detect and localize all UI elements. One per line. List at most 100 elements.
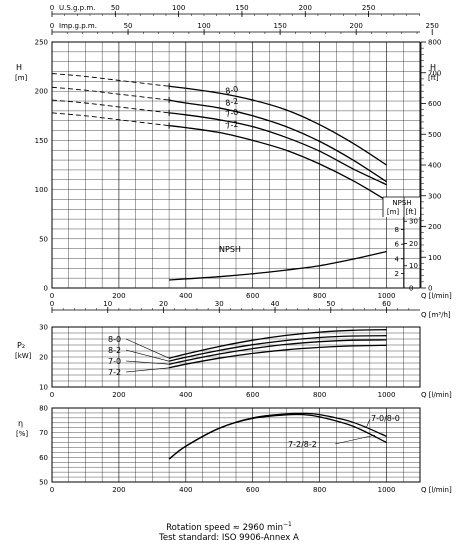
usgpm-tick-label: 250 (362, 4, 375, 12)
power-axis-label: P₂ (17, 341, 25, 350)
efficiency-series-label-7-0/8-0: 7-0/8-0 (371, 414, 400, 423)
head-ft-tick-label: 0 (428, 285, 432, 293)
npsh-curve-label: NPSH (219, 245, 241, 254)
rotation-speed-unit-exponent: −1 (282, 521, 292, 528)
efficiency-curve-7-2/8-2 (168, 413, 387, 460)
head-q-lmin-tick-label: 1000 (378, 292, 396, 300)
npsh-m-tick-label: 4 (395, 255, 400, 263)
power-series-leader (125, 367, 170, 373)
power-axis-unit: [kW] (15, 352, 32, 360)
m3h-tick-label: 20 (159, 300, 168, 308)
efficiency-series-label-7-2/8-2: 7-2/8-2 (288, 440, 317, 449)
plot-frame (51, 326, 421, 388)
head-ft-axis-unit: [ft] (428, 74, 439, 82)
npsh-ft-tick-label: 30 (409, 218, 418, 226)
head-ft-axis-label: H (430, 63, 436, 72)
head-q-lmin-tick-label: 400 (179, 292, 192, 300)
npsh-m-tick-label: 6 (395, 241, 400, 249)
rotation-speed-label: Rotation speed ≈ 2960 min (166, 522, 283, 533)
npsh-m-tick-label: 2 (395, 270, 399, 278)
power-series-leader (125, 349, 170, 362)
impgpm-tick-label: 200 (349, 22, 362, 30)
usgpm-tick-label: 0 (50, 4, 54, 12)
efficiency-series-leader (366, 418, 371, 428)
head-ft-tick-label: 700 (428, 69, 441, 77)
impgpm-tick-label: 250 (426, 22, 439, 30)
npsh-curve (169, 250, 387, 281)
impgpm-tick-label: 0 (50, 22, 54, 30)
head-q-lmin-axis-label: Q [l/min] (421, 292, 452, 300)
head-series-label-8-2: 8-2 (225, 96, 240, 108)
head-ft-tick-label: 100 (428, 254, 441, 262)
efficiency-axis-unit: [%] (16, 430, 28, 438)
head-ft-tick-label: 400 (428, 162, 441, 170)
usgpm-tick-label: 50 (111, 4, 120, 12)
head-curve-dashed-8-0 (51, 73, 170, 87)
head-ft-tick-label: 800 (428, 39, 441, 47)
head-curve-dashed-7-2 (51, 112, 170, 127)
usgpm-tick-label: 200 (299, 4, 312, 12)
m3h-axis-label: Q [m³/h] (421, 311, 451, 319)
power-curve-7-0 (168, 339, 387, 365)
npsh-ft-unit: [ft] (406, 208, 417, 216)
power-series-label-7-0: 7-0 (108, 357, 121, 366)
npsh-axis-label: NPSH (392, 199, 411, 207)
power-q-tick-label: 400 (179, 391, 192, 399)
head-ft-tick-label: 300 (428, 192, 441, 200)
power-curve-8-2 (168, 335, 387, 362)
power-q-tick-label: 600 (246, 391, 259, 399)
power-tick-label: 10 (39, 384, 48, 392)
head-m-axis-unit: [m] (15, 74, 28, 82)
m3h-tick-label: 0 (50, 300, 54, 308)
head-series-label-7-2: 7-2 (225, 119, 240, 131)
efficiency-tick-label: 80 (39, 405, 48, 413)
usgpm-axis-label: U.S.g.p.m. (59, 4, 95, 12)
head-q-lmin-tick-label: 200 (112, 292, 125, 300)
head-m-tick-label: 50 (39, 235, 48, 243)
npsh-m-unit: [m] (387, 208, 400, 216)
efficiency-q-tick-label: 800 (313, 486, 326, 494)
efficiency-tick-label: 50 (39, 479, 48, 487)
head-q-lmin-tick-label: 600 (246, 292, 259, 300)
power-curve-8-0 (168, 329, 387, 359)
npsh-ft-tick-label: 0 (409, 285, 413, 293)
head-curve-7-2 (169, 124, 387, 201)
head-ft-tick-label: 600 (428, 100, 441, 108)
power-series-label-7-2: 7-2 (108, 368, 121, 377)
m3h-tick-label: 50 (326, 300, 335, 308)
head-curve-8-2 (168, 99, 387, 183)
usgpm-tick-label: 100 (172, 4, 185, 12)
head-ft-tick-label: 200 (428, 223, 441, 231)
power-tick-label: 30 (39, 324, 48, 332)
impgpm-tick-label: 150 (273, 22, 286, 30)
head-ft-tick-label: 500 (428, 131, 441, 139)
efficiency-q-tick-label: 1000 (378, 486, 396, 494)
head-q-lmin-tick-label: 800 (313, 292, 326, 300)
head-curve-8-0 (169, 85, 387, 166)
m3h-tick-label: 10 (103, 300, 112, 308)
power-series-leader (125, 360, 170, 365)
power-q-axis-label: Q [l/min] (421, 391, 452, 399)
power-series-leader (125, 338, 170, 359)
head-curve-dashed-7-0 (51, 99, 170, 114)
efficiency-tick-label: 70 (39, 429, 48, 437)
usgpm-tick-label: 150 (235, 4, 248, 12)
power-q-tick-label: 1000 (378, 391, 396, 399)
plot-frame (51, 41, 421, 289)
power-curve-7-2 (168, 344, 387, 369)
power-q-tick-label: 200 (112, 391, 125, 399)
npsh-m-tick-label: 8 (395, 226, 399, 234)
npsh-ft-tick-label: 20 (409, 240, 418, 248)
head-m-tick-label: 0 (44, 285, 48, 293)
efficiency-q-axis-label: Q [l/min] (421, 486, 452, 494)
head-series-label-7-0: 7-0 (225, 107, 240, 119)
npsh-header-bg (383, 197, 420, 217)
head-q-lmin-tick-label: 0 (50, 292, 54, 300)
impgpm-axis-label: Imp.g.p.m. (59, 22, 97, 30)
power-q-tick-label: 800 (313, 391, 326, 399)
efficiency-q-tick-label: 200 (112, 486, 125, 494)
head-m-tick-label: 200 (35, 88, 48, 96)
power-tick-label: 20 (39, 354, 48, 362)
rotation-speed-text: Rotation speed ≈ 2960 min−1 (0, 521, 458, 533)
